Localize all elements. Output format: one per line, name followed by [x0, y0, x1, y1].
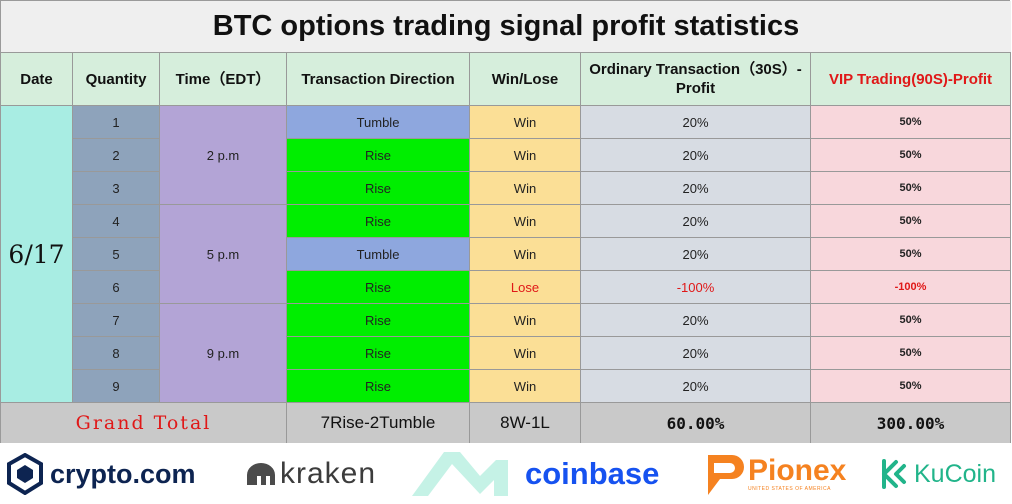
time-slot-2: 5 p.m: [160, 205, 287, 304]
header-time: Time（EDT）: [160, 53, 287, 106]
direction-cell: Rise: [287, 304, 470, 337]
ordinary-profit-cell: 20%: [581, 337, 811, 370]
quantity-cell: 5: [73, 238, 160, 271]
pionex-logo: Pionex UNITED STATES OF AMERICA: [700, 444, 846, 504]
direction-cell: Rise: [287, 370, 470, 403]
swap-arrow-logo: [410, 444, 510, 504]
direction-cell: Rise: [287, 205, 470, 238]
grand-total-label: Grand Total: [1, 403, 287, 443]
vip-profit-cell: -100%: [811, 271, 1011, 304]
ordinary-profit-cell: 20%: [581, 304, 811, 337]
winlose-cell: Win: [470, 172, 581, 205]
time-slot-3: 9 p.m: [160, 304, 287, 403]
direction-cell: Tumble: [287, 106, 470, 139]
winlose-cell: Win: [470, 106, 581, 139]
quantity-cell: 7: [73, 304, 160, 337]
coinbase-logo: coinbase: [525, 444, 659, 504]
winlose-cell: Win: [470, 337, 581, 370]
direction-cell: Rise: [287, 271, 470, 304]
time-slot-1: 2 p.m: [160, 106, 287, 205]
ordinary-profit-cell: 20%: [581, 205, 811, 238]
header-direction: Transaction Direction: [287, 53, 470, 106]
crypto-com-wordmark: crypto.com: [50, 458, 196, 489]
ordinary-profit-cell: 20%: [581, 238, 811, 271]
mint-arrow-icon: [412, 452, 508, 496]
ordinary-profit-cell: 20%: [581, 370, 811, 403]
kucoin-icon: [882, 459, 906, 489]
pionex-wordmark: Pionex: [748, 454, 847, 487]
quantity-cell: 4: [73, 205, 160, 238]
header-date: Date: [1, 53, 73, 106]
vip-profit-cell: 50%: [811, 238, 1011, 271]
table-title: BTC options trading signal profit statis…: [1, 1, 1011, 53]
winlose-cell: Win: [470, 370, 581, 403]
winlose-cell: Win: [470, 205, 581, 238]
pionex-arrow-icon: [708, 455, 744, 495]
vip-profit-cell: 50%: [811, 304, 1011, 337]
stats-table: BTC options trading signal profit statis…: [0, 0, 1011, 443]
vip-profit-cell: 50%: [811, 205, 1011, 238]
quantity-cell: 3: [73, 172, 160, 205]
kraken-wordmark: kraken: [280, 457, 377, 490]
header-ordinary-profit: Ordinary Transaction（30S）-Profit: [581, 53, 811, 106]
ordinary-profit-cell: 20%: [581, 172, 811, 205]
kraken-logo: kraken: [244, 444, 376, 504]
grand-total-winlose: 8W-1L: [470, 403, 581, 443]
header-vip-profit: VIP Trading(90S)-Profit: [811, 53, 1011, 106]
direction-cell: Rise: [287, 337, 470, 370]
exchange-logos: crypto.com kraken coinbase Pionex UNITED…: [0, 444, 1012, 504]
quantity-cell: 2: [73, 139, 160, 172]
crypto-com-shield-icon: [7, 453, 43, 495]
ordinary-profit-cell: 20%: [581, 106, 811, 139]
vip-profit-cell: 50%: [811, 337, 1011, 370]
quantity-cell: 1: [73, 106, 160, 139]
quantity-cell: 9: [73, 370, 160, 403]
vip-profit-cell: 50%: [811, 172, 1011, 205]
grand-total-direction: 7Rise-2Tumble: [287, 403, 470, 443]
winlose-cell: Win: [470, 238, 581, 271]
pionex-subtitle: UNITED STATES OF AMERICA: [748, 486, 831, 492]
kucoin-logo: KuCoin: [880, 444, 996, 504]
date-cell: 6/17: [1, 106, 73, 403]
kraken-icon: [247, 463, 275, 485]
crypto-com-logo: crypto.com: [6, 444, 196, 504]
direction-cell: Rise: [287, 172, 470, 205]
vip-profit-cell: 50%: [811, 370, 1011, 403]
quantity-cell: 8: [73, 337, 160, 370]
vip-profit-cell: 50%: [811, 106, 1011, 139]
direction-cell: Rise: [287, 139, 470, 172]
grand-total-ordinary: 60.00%: [581, 403, 811, 443]
kucoin-wordmark: KuCoin: [914, 459, 996, 488]
grand-total-vip: 300.00%: [811, 403, 1011, 443]
ordinary-profit-cell: 20%: [581, 139, 811, 172]
quantity-cell: 6: [73, 271, 160, 304]
header-quantity: Quantity: [73, 53, 160, 106]
winlose-cell: Lose: [470, 271, 581, 304]
winlose-cell: Win: [470, 139, 581, 172]
ordinary-profit-cell: -100%: [581, 271, 811, 304]
coinbase-wordmark: coinbase: [525, 456, 660, 491]
direction-cell: Tumble: [287, 238, 470, 271]
vip-profit-cell: 50%: [811, 139, 1011, 172]
winlose-cell: Win: [470, 304, 581, 337]
header-winlose: Win/Lose: [470, 53, 581, 106]
